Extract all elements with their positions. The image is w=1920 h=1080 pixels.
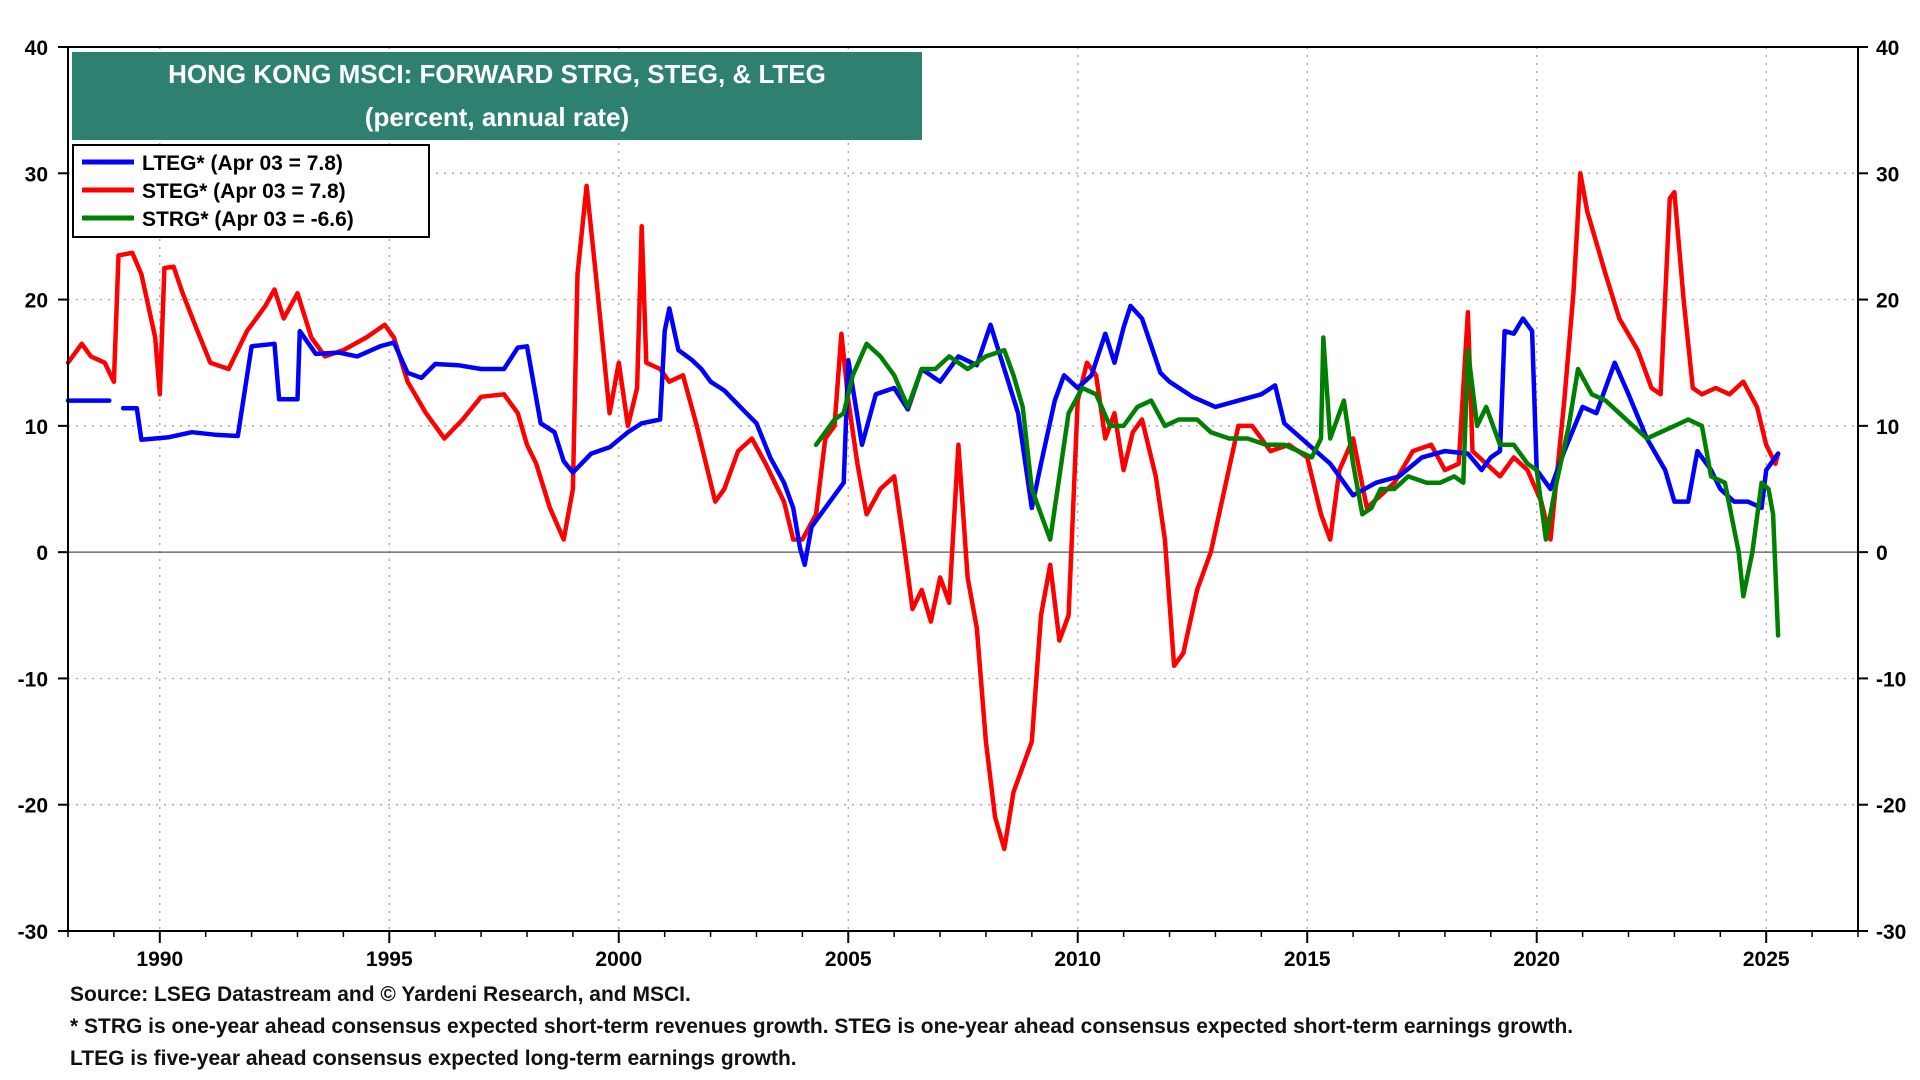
legend-label: STRG* (Apr 03 = -6.6) bbox=[142, 208, 354, 231]
chart-subtitle: (percent, annual rate) bbox=[365, 102, 629, 132]
legend-label: STEG* (Apr 03 = 7.8) bbox=[142, 180, 346, 203]
x-tick-label: 2010 bbox=[1054, 948, 1101, 971]
y-tick-label: 30 bbox=[25, 163, 48, 186]
x-tick-label: 2005 bbox=[825, 948, 872, 971]
footnote-lteg: LTEG is five-year ahead consensus expect… bbox=[70, 1047, 797, 1070]
x-tick-label: 1995 bbox=[366, 948, 413, 971]
legend: LTEG* (Apr 03 = 7.8) STEG* (Apr 03 = 7.8)… bbox=[72, 144, 430, 238]
footnote-definitions: * STRG is one-year ahead consensus expec… bbox=[70, 1015, 1574, 1038]
title-box: HONG KONG MSCI: FORWARD STRG, STEG, & LT… bbox=[72, 52, 922, 140]
y-tick-label: -10 bbox=[18, 668, 48, 691]
y-tick-label-right: 20 bbox=[1876, 290, 1899, 313]
y-tick-label-right: -20 bbox=[1876, 795, 1906, 818]
x-tick-label: 2025 bbox=[1743, 948, 1790, 971]
x-tick-label: 2020 bbox=[1513, 948, 1560, 971]
series-line-strg bbox=[813, 335, 1781, 638]
y-tick-label-right: -10 bbox=[1876, 668, 1906, 691]
y-tick-label: 0 bbox=[36, 542, 48, 565]
y-tick-label: 40 bbox=[25, 37, 48, 60]
y-tick-label: -30 bbox=[18, 921, 48, 944]
y-tick-label: 20 bbox=[25, 290, 48, 313]
series-line-lteg bbox=[65, 303, 1781, 568]
chart-title: HONG KONG MSCI: FORWARD STRG, STEG, & LT… bbox=[168, 59, 826, 89]
y-tick-label-right: -30 bbox=[1876, 921, 1906, 944]
y-tick-label: -20 bbox=[18, 795, 48, 818]
y-tick-label-right: 40 bbox=[1876, 37, 1899, 60]
x-tick-label: 2015 bbox=[1284, 948, 1331, 971]
y-tick-label: 10 bbox=[25, 416, 48, 439]
y-tick-label-right: 10 bbox=[1876, 416, 1899, 439]
source-note: Source: LSEG Datastream and © Yardeni Re… bbox=[70, 983, 691, 1006]
y-tick-label-right: 0 bbox=[1876, 542, 1888, 565]
y-tick-label-right: 30 bbox=[1876, 163, 1899, 186]
plot-frame bbox=[67, 46, 1859, 932]
x-tick-label: 1990 bbox=[136, 948, 183, 971]
series-line-steg bbox=[65, 171, 1781, 852]
legend-label: LTEG* (Apr 03 = 7.8) bbox=[142, 152, 343, 175]
x-tick-label: 2000 bbox=[595, 948, 642, 971]
